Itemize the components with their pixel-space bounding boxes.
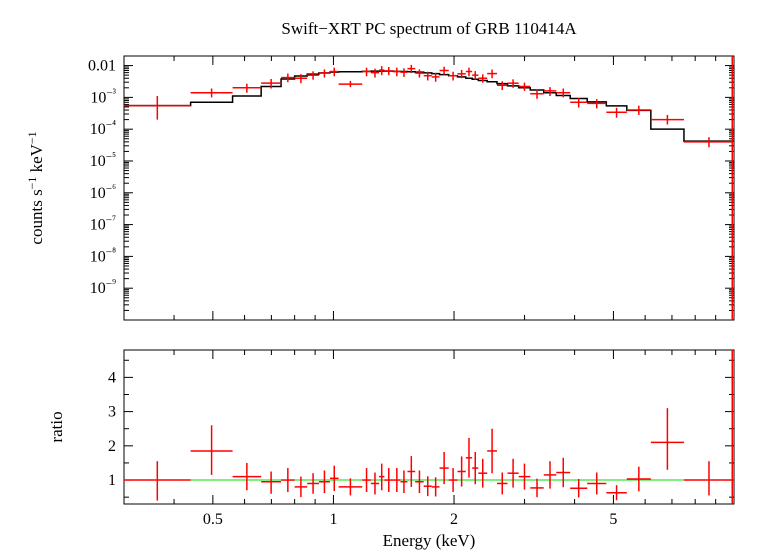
y-axis-label-top: counts s−1 keV−1 xyxy=(25,131,46,244)
bottom-panel-data xyxy=(124,350,734,504)
xtick: 2 xyxy=(450,511,458,528)
xtick: 1 xyxy=(329,511,337,528)
chart-svg: Swift−XRT PC spectrum of GRB 110414A 10−⁹… xyxy=(0,0,758,556)
chart-title: Swift−XRT PC spectrum of GRB 110414A xyxy=(281,19,577,38)
xtick: 0.5 xyxy=(203,511,223,528)
ytick-top: 10−⁷ xyxy=(90,215,116,234)
ytick-bottom: 1 xyxy=(108,472,116,489)
spectrum-chart: Swift−XRT PC spectrum of GRB 110414A 10−⁹… xyxy=(0,0,758,556)
model-step-line xyxy=(124,71,734,141)
ytick-bottom: 2 xyxy=(108,438,116,455)
bottom-panel-frame xyxy=(124,350,734,504)
xtick: 5 xyxy=(609,511,617,528)
x-axis-label: Energy (keV) xyxy=(383,531,476,550)
y-axis-label-bottom: ratio xyxy=(47,411,66,442)
ytick-bottom: 3 xyxy=(108,404,116,421)
ytick-top: 10−⁵ xyxy=(90,151,116,170)
ytick-top: 10−⁶ xyxy=(90,183,116,202)
ytick-bottom: 4 xyxy=(108,369,116,386)
ytick-top: 10−³ xyxy=(90,87,116,106)
ytick-top: 10−⁴ xyxy=(90,119,116,138)
ytick-top: 10−⁹ xyxy=(90,278,116,297)
ytick-top: 0.01 xyxy=(88,58,116,75)
ytick-top: 10−⁸ xyxy=(90,246,116,265)
top-panel-data xyxy=(124,56,734,320)
top-panel-frame xyxy=(124,56,734,320)
